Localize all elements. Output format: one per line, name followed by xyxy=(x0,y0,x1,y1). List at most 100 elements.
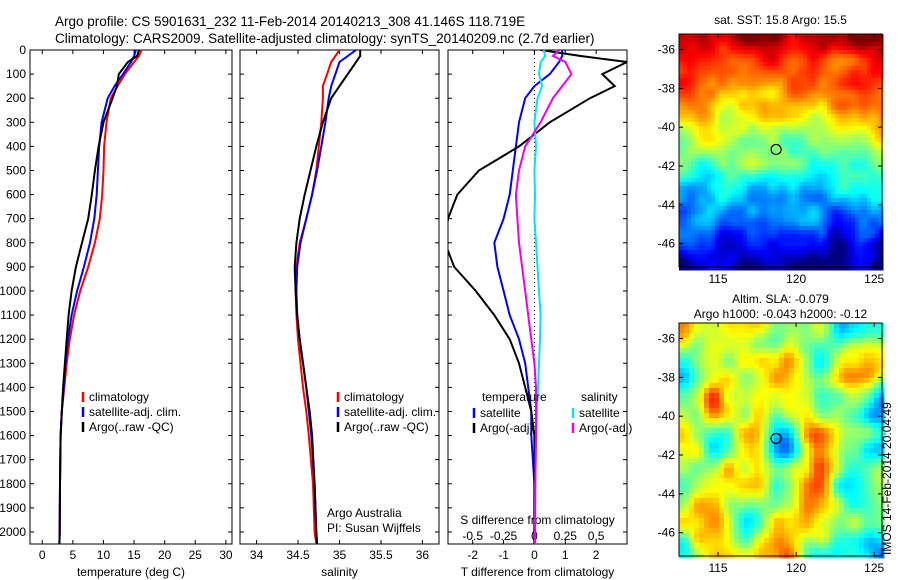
sla-map-title: Altim. SLA: -0.079 xyxy=(732,292,829,306)
y-tick-label: 0 xyxy=(19,43,26,57)
x-tick-label: 120 xyxy=(786,561,806,575)
x-tick-label: 20 xyxy=(158,548,172,562)
x-tick-label: 2 xyxy=(593,548,600,562)
x-tick-label: 115 xyxy=(708,272,727,286)
legend-label: Argo(-adj) xyxy=(480,421,533,435)
x-tick-label: 0 xyxy=(39,548,46,562)
legend-heading-temperature: temperature xyxy=(482,390,547,404)
sla-map-subtitle: Argo h1000: -0.043 h2000: -0.12 xyxy=(694,307,868,321)
y-tick-label: -40 xyxy=(658,120,676,134)
temperature-panel: 0100200300400500600700800900100011001200… xyxy=(0,43,233,579)
y-tick-label: 400 xyxy=(6,139,26,153)
differences-top-xlabel: S difference from climatology xyxy=(460,513,615,527)
y-tick-label: -36 xyxy=(658,43,676,57)
y-tick-label: -46 xyxy=(658,526,676,540)
y-tick-label: 700 xyxy=(6,212,26,226)
figure-title-line2: Climatology: CARS2009. Satellite-adjuste… xyxy=(55,31,595,46)
sst-map-field xyxy=(679,34,884,271)
legend-label: satellite-adj. clim. xyxy=(344,405,436,419)
differences-axes-frame xyxy=(447,49,628,545)
figure-title-line1: Argo profile: CS 5901631_232 11-Feb-2014… xyxy=(55,14,526,29)
y-tick-label: 500 xyxy=(6,163,26,177)
y-tick-label: 1800 xyxy=(0,477,26,491)
x-tick-label: 125 xyxy=(864,272,884,286)
legend-label: climatology xyxy=(89,390,149,404)
y-tick-label: 1400 xyxy=(0,380,26,394)
y-tick-label: -42 xyxy=(658,159,676,173)
salinity-panel: 34 34.5 35 35.5 36 salinity climatologysatelli… xyxy=(239,49,440,579)
y-tick-label: 1000 xyxy=(0,284,26,298)
legend-label: Argo(..raw -QC) xyxy=(89,420,174,434)
sst-map-frame xyxy=(678,33,883,268)
salinity-series-argo-raw-qc- xyxy=(293,50,362,544)
x-tick-label: -1 xyxy=(498,548,509,562)
y-tick-label: 100 xyxy=(6,67,26,81)
y-tick-label: 1200 xyxy=(0,332,26,346)
y-tick-label: 2000 xyxy=(0,525,26,539)
legend-heading-salinity: salinity xyxy=(581,390,618,404)
s-tick-label: 0.25 xyxy=(554,529,578,543)
y-tick-label: -36 xyxy=(658,332,676,346)
argo-position-marker xyxy=(770,143,782,156)
s-tick-label: 0.5 xyxy=(588,529,605,543)
sla-map-frame xyxy=(678,322,883,557)
temperature-axes-frame xyxy=(29,49,233,545)
x-tick-label: 36 xyxy=(416,548,430,562)
x-tick-label: 35.5 xyxy=(369,548,393,562)
differences-series-satellite xyxy=(493,50,564,544)
sla-map: 115 120 125 -36 -38 -40 -42 -44 -46 Altim. SLA: -… xyxy=(658,292,885,575)
x-tick-label: 125 xyxy=(864,561,884,575)
differences-series-argo-adj- xyxy=(448,50,627,544)
sst-map: 115 120 125 -36 -38 -40 -42 -44 -46 sat. SST: 15.… xyxy=(658,13,885,286)
y-tick-label: 1100 xyxy=(0,308,26,322)
y-tick-label: 200 xyxy=(6,91,26,105)
x-tick-label: 10 xyxy=(97,548,111,562)
y-tick-label: -38 xyxy=(658,81,676,95)
sst-map-title: sat. SST: 15.8 Argo: 15.5 xyxy=(714,13,847,27)
sla-map-field xyxy=(679,323,885,559)
y-tick-label: 1500 xyxy=(0,404,26,418)
y-tick-label: 1600 xyxy=(0,429,26,443)
legend-label: satellite xyxy=(579,406,620,420)
differences-series-argo-adj- xyxy=(514,50,573,544)
y-tick-label: -46 xyxy=(658,237,676,251)
y-tick-label: -38 xyxy=(658,370,676,384)
y-tick-label: -44 xyxy=(658,487,676,501)
x-tick-label: 1 xyxy=(562,548,569,562)
temperature-series-argo-raw-qc- xyxy=(58,50,140,544)
x-tick-label: 115 xyxy=(708,561,727,575)
x-tick-label: -2 xyxy=(467,548,478,562)
y-tick-label: 1300 xyxy=(0,356,26,370)
legend-label: satellite xyxy=(480,406,521,420)
timestamp-stamp: IMOS 14-Feb-2014 20:04:49 xyxy=(880,402,894,555)
x-tick-label: 5 xyxy=(70,548,77,562)
y-tick-label: -40 xyxy=(658,409,676,423)
x-tick-label: 30 xyxy=(219,548,233,562)
legend-label: climatology xyxy=(344,390,404,404)
legend-label: Argo(-adj) xyxy=(579,421,632,435)
y-tick-label: 800 xyxy=(6,236,26,250)
y-tick-label: -42 xyxy=(658,448,676,462)
x-tick-label: 120 xyxy=(786,272,806,286)
differences-xlabel: T difference from climatology xyxy=(461,565,615,579)
x-tick-label: 25 xyxy=(189,548,203,562)
y-tick-label: 300 xyxy=(6,115,26,129)
x-tick-label: 35 xyxy=(333,548,347,562)
temperature-xlabel: temperature (deg C) xyxy=(77,565,185,579)
x-tick-label: 15 xyxy=(127,548,141,562)
y-tick-label: 900 xyxy=(6,260,26,274)
argo-position-marker xyxy=(770,432,782,445)
y-tick-label: -44 xyxy=(658,198,676,212)
legend-label: satellite-adj. clim. xyxy=(89,405,181,419)
differences-panel: -2 -1 0 1 2 T difference from climatology -0.5… xyxy=(447,49,632,579)
legend-label: Argo(..raw -QC) xyxy=(344,420,429,434)
y-tick-label: 1900 xyxy=(0,501,26,515)
x-tick-label: 34 xyxy=(250,548,264,562)
salinity-axes-frame xyxy=(239,49,440,545)
x-tick-label: 34.5 xyxy=(286,548,310,562)
y-tick-label: 1700 xyxy=(0,453,26,467)
x-tick-label: 0 xyxy=(531,548,538,562)
s-tick-label: -0.5 xyxy=(462,529,483,543)
salinity-annotation: PI: Susan Wijffels xyxy=(327,521,421,535)
